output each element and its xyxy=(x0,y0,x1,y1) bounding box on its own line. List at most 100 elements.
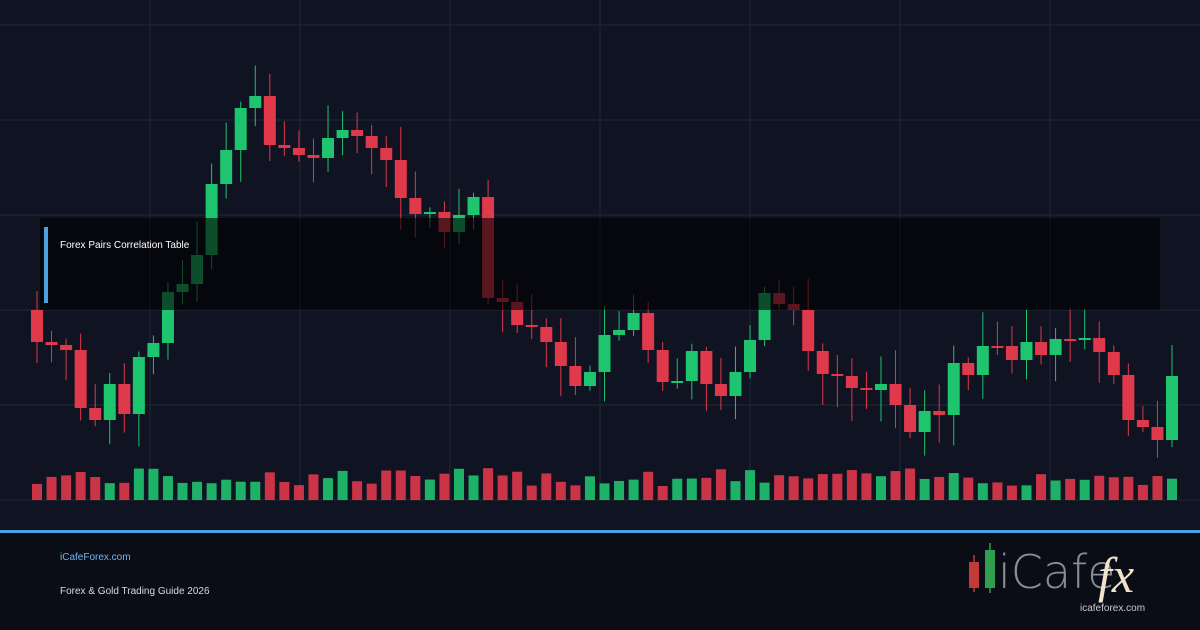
candle-body xyxy=(831,374,844,376)
candle-body xyxy=(744,340,757,372)
volume-bar xyxy=(672,478,683,500)
candle-body xyxy=(714,384,727,396)
candle-body xyxy=(583,372,596,386)
candle-body xyxy=(380,148,393,160)
volume-bar xyxy=(133,468,144,500)
logo-url: icafeforex.com xyxy=(1080,603,1145,614)
volume-bar xyxy=(75,471,86,500)
candle-body xyxy=(409,198,422,214)
candle-body xyxy=(976,346,989,375)
volume-bar xyxy=(657,485,668,500)
volume-bar xyxy=(1079,479,1090,500)
candle-body xyxy=(729,372,742,396)
candle-body xyxy=(991,346,1004,348)
candle-body xyxy=(1107,352,1120,375)
candle-body xyxy=(118,384,131,414)
volume-bar xyxy=(919,478,930,500)
volume-bar xyxy=(788,476,799,500)
volume-bar xyxy=(250,481,261,500)
volume-bar xyxy=(264,472,275,500)
candle-body xyxy=(1020,342,1033,360)
logo: iCafe fx icafeforex.com xyxy=(969,543,1145,614)
candle-body xyxy=(394,160,407,198)
panel-title: Forex Pairs Correlation Table xyxy=(60,240,190,251)
volume-bar xyxy=(512,471,523,500)
candle-body xyxy=(1136,420,1149,427)
volume-bar xyxy=(643,471,654,500)
candle-body xyxy=(962,363,975,375)
volume-bar xyxy=(352,481,363,500)
candle-body xyxy=(89,408,102,420)
volume-bar xyxy=(948,473,959,500)
volume-bar xyxy=(483,468,494,500)
candle-body xyxy=(365,136,378,148)
volume-bar xyxy=(61,475,72,500)
volume-bar xyxy=(453,468,464,500)
candle-body xyxy=(234,108,247,150)
volume-bar xyxy=(745,470,756,500)
volume-bar xyxy=(104,483,115,500)
logo-candle xyxy=(969,562,979,588)
candle-body xyxy=(423,212,436,214)
volume-bar xyxy=(119,482,130,500)
candle-body xyxy=(613,330,626,335)
volume-bar xyxy=(1137,484,1148,500)
panel-overlay xyxy=(40,218,1160,310)
candle-body xyxy=(700,351,713,384)
volume-bar xyxy=(424,479,435,500)
volume-bar xyxy=(323,478,334,500)
logo-name: iCafe xyxy=(998,545,1116,599)
volume-bar xyxy=(439,473,450,500)
volume-bar xyxy=(235,481,246,500)
candle-body xyxy=(933,411,946,415)
volume-bar xyxy=(774,475,785,500)
volume xyxy=(32,468,1177,500)
volume-bar xyxy=(1152,476,1163,500)
volume-bar xyxy=(192,481,203,500)
volume-bar xyxy=(555,481,566,500)
candle-body xyxy=(132,357,145,414)
volume-bar xyxy=(628,479,639,500)
volume-bar xyxy=(381,470,392,500)
candle-body xyxy=(904,405,917,432)
volume-bar xyxy=(1050,480,1061,500)
candle-body xyxy=(351,130,364,136)
candle-body xyxy=(263,96,276,145)
candle-body xyxy=(1122,375,1135,420)
candle-body xyxy=(74,350,87,408)
candle-body xyxy=(1166,376,1178,440)
volume-bar xyxy=(526,485,537,500)
candle-body xyxy=(540,327,553,342)
candle-body xyxy=(31,310,43,342)
volume-bar xyxy=(1021,485,1032,500)
volume-bar xyxy=(686,478,697,500)
candle-body xyxy=(918,411,931,432)
candle-body xyxy=(467,197,480,215)
volume-bar xyxy=(584,476,595,500)
logo-candle xyxy=(985,550,995,588)
candle-body xyxy=(685,351,698,381)
candle-body xyxy=(802,310,815,351)
candle-body xyxy=(816,351,829,374)
footer-background xyxy=(0,530,1200,630)
candle-body xyxy=(947,363,960,415)
candle-body xyxy=(627,313,640,330)
volume-bar xyxy=(32,483,42,500)
volume-bar xyxy=(905,468,916,500)
candle-body xyxy=(1005,346,1018,360)
volume-bar xyxy=(337,470,348,500)
volume-bar xyxy=(293,485,304,500)
candle-body xyxy=(292,148,305,155)
candle-body xyxy=(889,384,902,405)
volume-bar xyxy=(614,480,625,500)
footer-site: iCafeForex.com xyxy=(60,552,131,563)
volume-bar xyxy=(875,476,886,500)
volume-bar xyxy=(934,476,945,500)
candle-body xyxy=(307,155,320,158)
volume-bar xyxy=(730,481,741,500)
volume-bar xyxy=(541,473,552,500)
volume-bar xyxy=(890,471,901,500)
volume-bar xyxy=(701,477,712,500)
candle-body xyxy=(671,381,684,383)
volume-bar xyxy=(1167,478,1177,500)
